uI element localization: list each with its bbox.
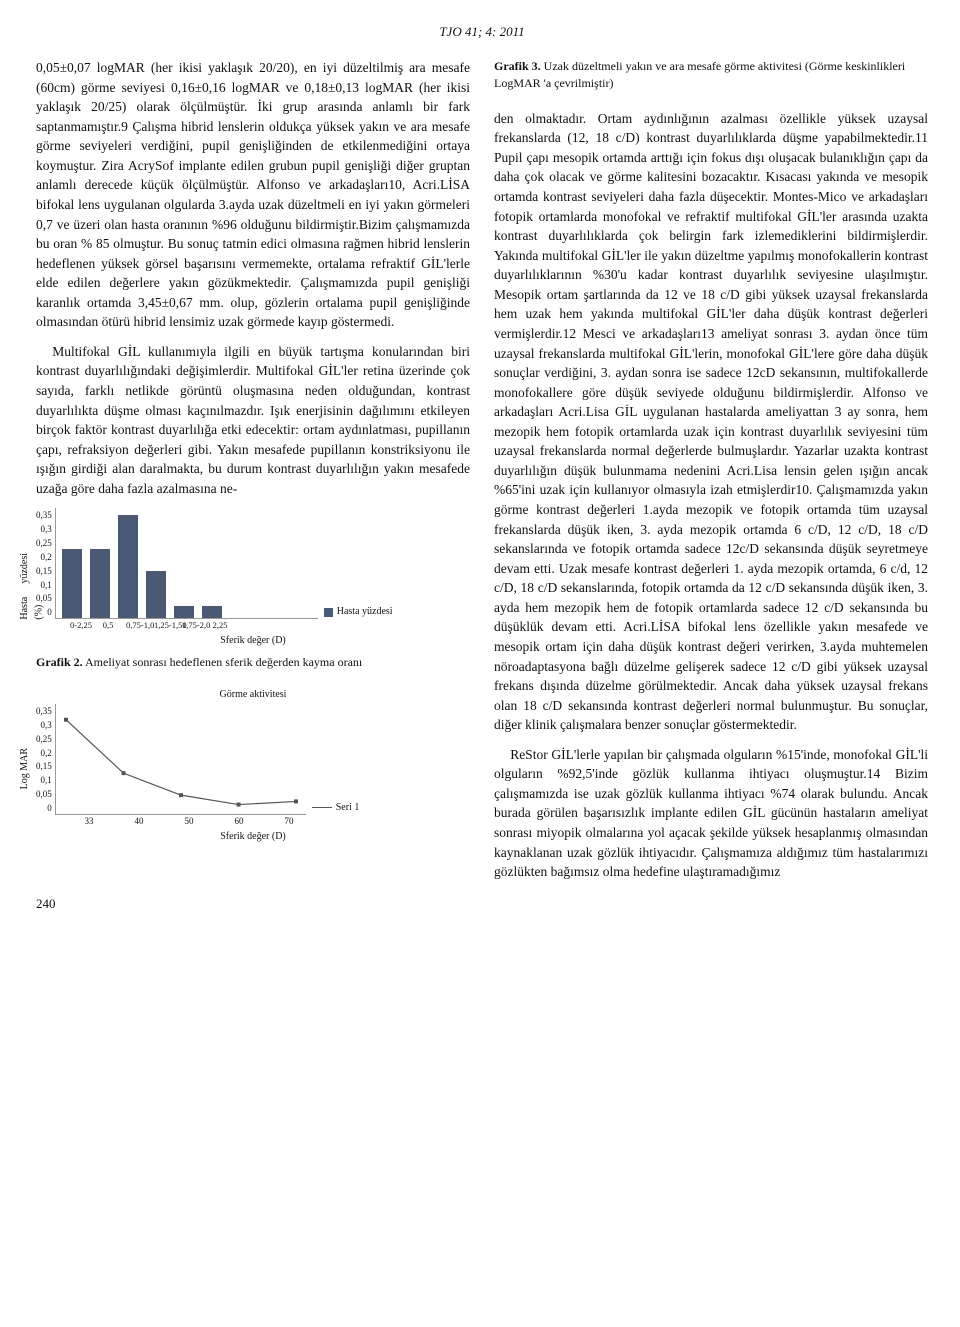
- x-axis-label: Sferik değer (D): [36, 634, 470, 649]
- line-svg: [56, 704, 306, 814]
- legend-color-box: [324, 608, 333, 617]
- bar: [174, 606, 194, 619]
- bar: [146, 571, 166, 618]
- legend: Hasta yüzdesi: [324, 605, 393, 620]
- bar: [202, 606, 222, 619]
- legend-label: Hasta yüzdesi: [337, 605, 393, 620]
- grafik-3: Görme aktivitesi Log MAR 0,350,30,250,20…: [36, 688, 470, 845]
- y-axis-ticks: 0,350,30,250,20,150,10,050: [36, 705, 55, 815]
- paragraph: ReStor GİL'lerle yapılan bir çalışmada o…: [494, 745, 928, 882]
- paragraph: 0,05±0,07 logMAR (her ikisi yaklaşık 20/…: [36, 58, 470, 332]
- x-axis-labels: 0-2,250,50,75-1,01,25-1,501,75-2,02,25: [64, 619, 230, 631]
- legend-label: Seri 1: [336, 801, 360, 816]
- page-number: 240: [36, 896, 928, 912]
- x-axis-label: Sferik değer (D): [36, 830, 470, 845]
- line-plot-area: [55, 704, 306, 815]
- chart-title: Görme aktivitesi: [36, 688, 470, 703]
- x-axis-labels: 3340506070: [64, 815, 314, 828]
- text-columns: 0,05±0,07 logMAR (her ikisi yaklaşık 20/…: [36, 58, 928, 882]
- caption-text: Uzak düzeltmeli yakın ve ara mesafe görm…: [494, 59, 905, 90]
- legend-line-icon: [312, 807, 332, 808]
- paragraph: Multifokal GİL kullanımıyla ilgili en bü…: [36, 342, 470, 499]
- legend: Seri 1: [312, 801, 360, 816]
- bar: [118, 515, 138, 619]
- caption-label: Grafik 2.: [36, 655, 83, 669]
- grafik-3-caption: Grafik 3. Uzak düzeltmeli yakın ve ara m…: [494, 58, 928, 93]
- grafik-2-caption: Grafik 2. Ameliyat sonrası hedeflenen sf…: [36, 654, 470, 671]
- y-axis-label: Hasta yüzdesi (%): [18, 553, 47, 620]
- grafik-2: Hasta yüzdesi (%) 0,350,30,250,20,150,10…: [36, 508, 470, 648]
- y-axis-label: Log MAR: [18, 748, 33, 789]
- bar-plot-area: [55, 508, 318, 619]
- page-header: TJO 41; 4: 2011: [36, 24, 928, 40]
- bar: [62, 549, 82, 618]
- paragraph: den olmaktadır. Ortam aydınlığının azalm…: [494, 109, 928, 735]
- bar: [90, 549, 110, 618]
- caption-text: Ameliyat sonrası hedeflenen sferik değer…: [83, 655, 363, 669]
- caption-label: Grafik 3.: [494, 59, 541, 73]
